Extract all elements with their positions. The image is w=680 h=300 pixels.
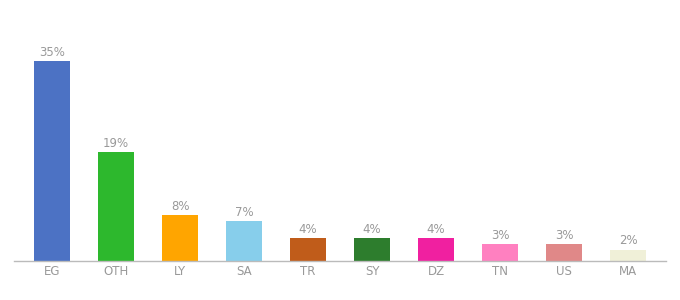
Bar [226,221,262,261]
Bar [354,238,390,261]
Bar [611,250,645,261]
Bar [35,61,69,261]
Bar [547,244,581,261]
Bar [418,238,454,261]
Text: 8%: 8% [171,200,189,213]
Text: 4%: 4% [299,223,318,236]
Bar [99,152,133,261]
Text: 4%: 4% [426,223,445,236]
Text: 2%: 2% [619,234,637,247]
Bar [482,244,517,261]
Bar [163,215,198,261]
Bar [290,238,326,261]
Text: 7%: 7% [235,206,254,219]
Text: 35%: 35% [39,46,65,59]
Text: 3%: 3% [555,229,573,242]
Text: 19%: 19% [103,137,129,150]
Text: 4%: 4% [362,223,381,236]
Text: 3%: 3% [491,229,509,242]
